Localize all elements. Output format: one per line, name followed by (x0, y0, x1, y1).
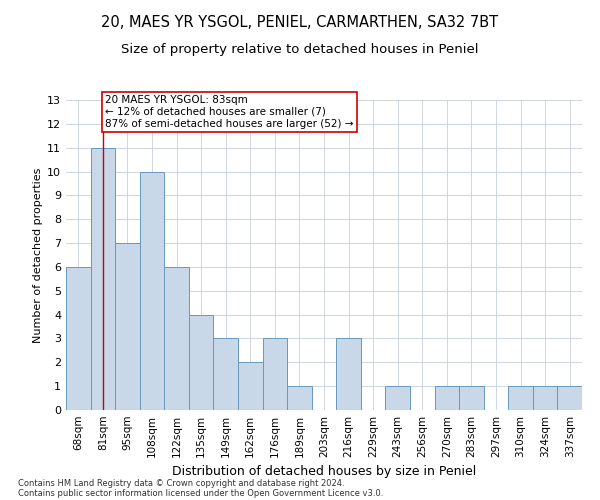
Bar (91, 148, 115, 410)
Bar (115, 243, 140, 410)
Bar (287, 386, 312, 410)
Bar (189, 314, 214, 410)
Text: Size of property relative to detached houses in Peniel: Size of property relative to detached ho… (121, 42, 479, 56)
Bar (434, 386, 459, 410)
Text: 20 MAES YR YSGOL: 83sqm
← 12% of detached houses are smaller (7)
87% of semi-det: 20 MAES YR YSGOL: 83sqm ← 12% of detache… (106, 96, 354, 128)
Bar (164, 267, 189, 410)
Text: 20, MAES YR YSGOL, PENIEL, CARMARTHEN, SA32 7BT: 20, MAES YR YSGOL, PENIEL, CARMARTHEN, S… (101, 15, 499, 30)
Bar (66, 267, 91, 410)
Bar (385, 386, 410, 410)
Bar (238, 362, 263, 410)
Y-axis label: Number of detached properties: Number of detached properties (33, 168, 43, 342)
Bar (557, 386, 582, 410)
Text: Contains public sector information licensed under the Open Government Licence v3: Contains public sector information licen… (18, 488, 383, 498)
Bar (140, 172, 164, 410)
Bar (459, 386, 484, 410)
Bar (508, 386, 533, 410)
Bar (336, 338, 361, 410)
X-axis label: Distribution of detached houses by size in Peniel: Distribution of detached houses by size … (172, 466, 476, 478)
Bar (214, 338, 238, 410)
Text: Contains HM Land Registry data © Crown copyright and database right 2024.: Contains HM Land Registry data © Crown c… (18, 478, 344, 488)
Bar (533, 386, 557, 410)
Bar (263, 338, 287, 410)
